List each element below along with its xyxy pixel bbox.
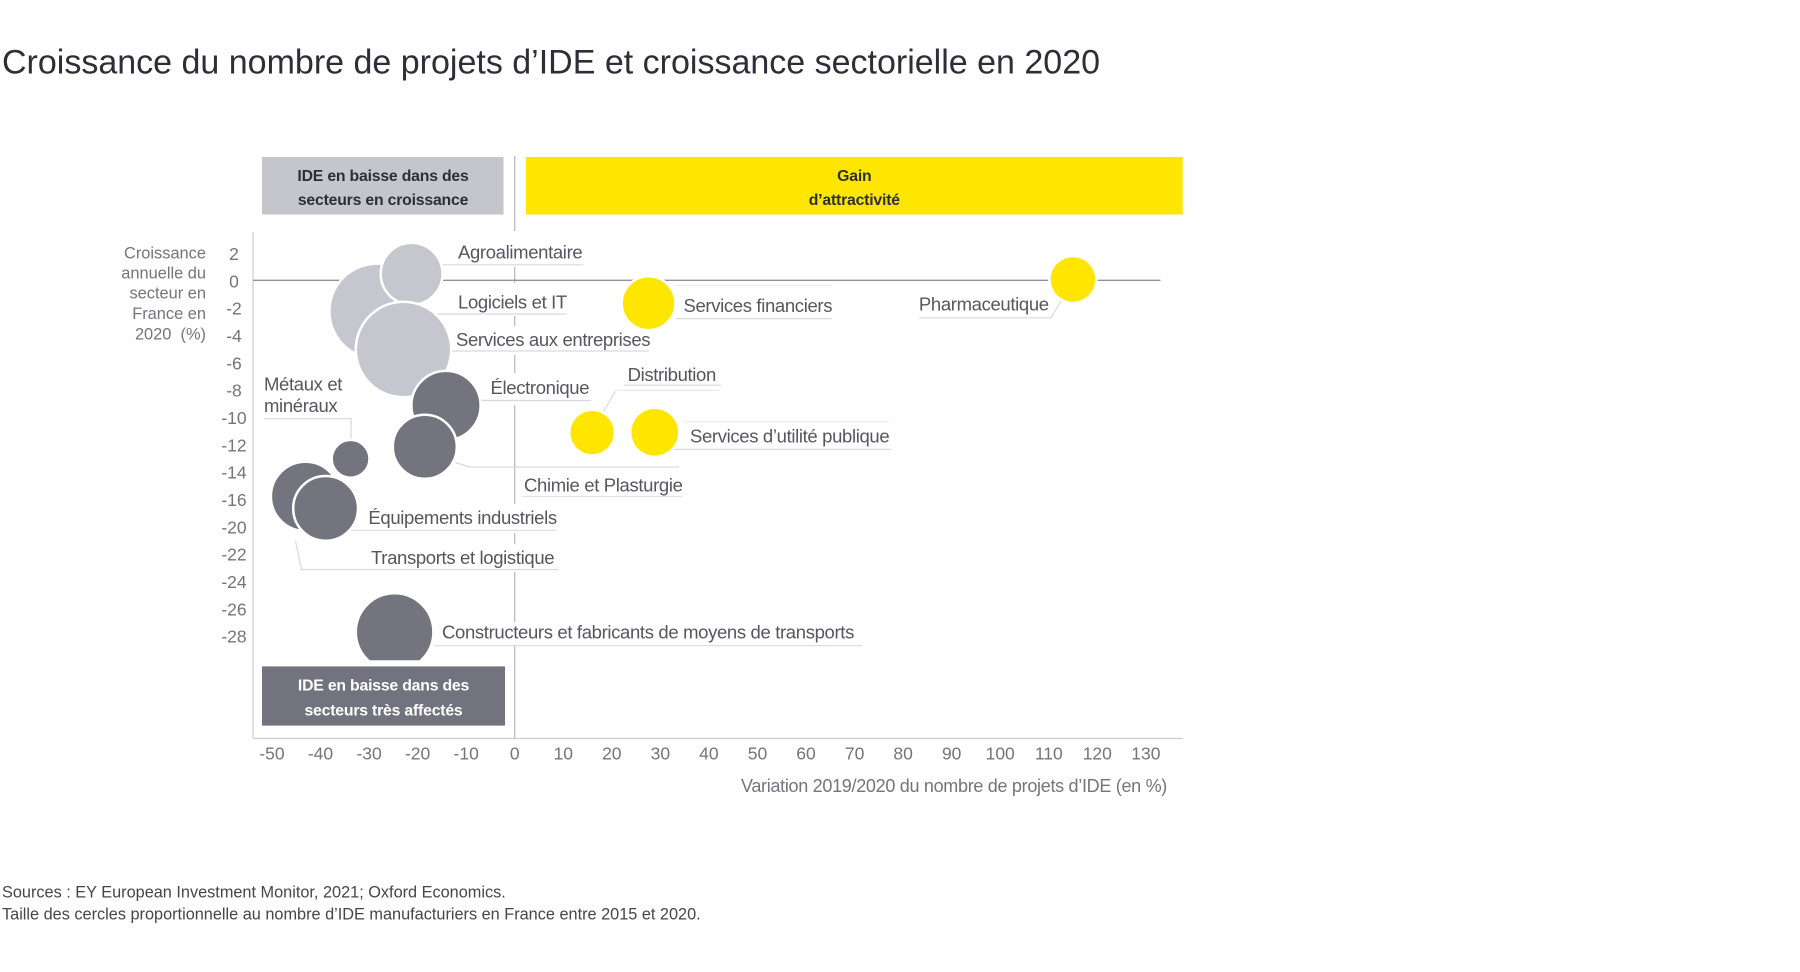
- svg-text:Agroalimentaire: Agroalimentaire: [458, 242, 582, 263]
- svg-text:100: 100: [986, 743, 1015, 763]
- svg-text:-22: -22: [221, 545, 246, 565]
- svg-text:Services aux entreprises: Services aux entreprises: [456, 329, 650, 350]
- svg-text:Équipements industriels: Équipements industriels: [368, 507, 556, 528]
- svg-text:-30: -30: [356, 743, 382, 763]
- svg-text:-2: -2: [226, 299, 242, 319]
- svg-text:60: 60: [796, 743, 816, 763]
- svg-text:30: 30: [651, 743, 671, 763]
- svg-text:-40: -40: [308, 743, 334, 763]
- svg-text:50: 50: [748, 743, 768, 763]
- svg-text:IDE en baisse dans des: IDE en baisse dans des: [297, 168, 469, 185]
- svg-text:secteurs en croissance: secteurs en croissance: [298, 192, 469, 209]
- svg-text:Gain: Gain: [837, 168, 871, 185]
- svg-text:Variation 2019/2020 du nombre: Variation 2019/2020 du nombre de projets…: [741, 776, 1167, 796]
- svg-text:Transports et logistique: Transports et logistique: [371, 547, 554, 568]
- svg-text:France en: France en: [132, 305, 206, 323]
- svg-text:Croissance: Croissance: [124, 245, 206, 263]
- svg-text:0: 0: [229, 271, 239, 291]
- svg-text:-26: -26: [221, 599, 246, 619]
- svg-text:Chimie et Plasturgie: Chimie et Plasturgie: [524, 474, 683, 495]
- svg-text:-28: -28: [221, 627, 246, 647]
- svg-text:-20: -20: [405, 743, 431, 763]
- svg-text:-16: -16: [221, 490, 246, 510]
- svg-text:110: 110: [1035, 743, 1063, 763]
- svg-text:-50: -50: [259, 743, 285, 763]
- svg-text:2020 (%): 2020 (%): [135, 326, 206, 344]
- svg-text:Services d’utilité publique: Services d’utilité publique: [690, 426, 889, 447]
- svg-text:0: 0: [510, 743, 520, 763]
- svg-text:minéraux: minéraux: [264, 395, 338, 416]
- svg-text:IDE en baisse dans des: IDE en baisse dans des: [298, 677, 470, 694]
- svg-text:secteurs très affectés: secteurs très affectés: [304, 702, 462, 719]
- svg-text:Pharmaceutique: Pharmaceutique: [919, 294, 1049, 315]
- svg-text:2: 2: [229, 244, 239, 264]
- svg-text:Sources : EY European Investme: Sources : EY European Investment Monitor…: [2, 884, 506, 902]
- svg-text:120: 120: [1083, 743, 1112, 763]
- svg-text:40: 40: [699, 743, 719, 763]
- svg-text:20: 20: [602, 743, 622, 763]
- svg-text:-12: -12: [221, 435, 246, 455]
- svg-text:secteur en: secteur en: [129, 285, 206, 303]
- svg-text:-8: -8: [226, 381, 242, 401]
- svg-text:Électronique: Électronique: [491, 377, 590, 398]
- svg-text:-10: -10: [454, 743, 480, 763]
- svg-text:Taille des cercles proportionn: Taille des cercles proportionnelle au no…: [2, 906, 701, 924]
- svg-text:Métaux et: Métaux et: [264, 374, 342, 395]
- svg-text:-4: -4: [226, 326, 242, 346]
- svg-text:Services financiers: Services financiers: [684, 295, 833, 316]
- svg-text:-14: -14: [221, 463, 247, 483]
- svg-text:Distribution: Distribution: [628, 364, 716, 385]
- svg-text:70: 70: [845, 743, 865, 763]
- svg-text:Croissance du nombre de projet: Croissance du nombre de projets d’IDE et…: [2, 44, 1100, 82]
- svg-text:-24: -24: [221, 572, 247, 592]
- svg-text:130: 130: [1131, 743, 1160, 763]
- svg-text:Logiciels et IT: Logiciels et IT: [458, 291, 567, 312]
- svg-text:10: 10: [554, 743, 574, 763]
- svg-text:Constructeurs et fabricants de: Constructeurs et fabricants de moyens de…: [442, 622, 854, 643]
- svg-text:d’attractivité: d’attractivité: [809, 192, 901, 209]
- svg-text:-6: -6: [226, 353, 242, 373]
- svg-text:-10: -10: [221, 408, 247, 428]
- svg-text:90: 90: [942, 743, 962, 763]
- svg-text:80: 80: [893, 743, 913, 763]
- svg-text:-20: -20: [221, 517, 247, 537]
- svg-text:annuelle du: annuelle du: [121, 265, 206, 283]
